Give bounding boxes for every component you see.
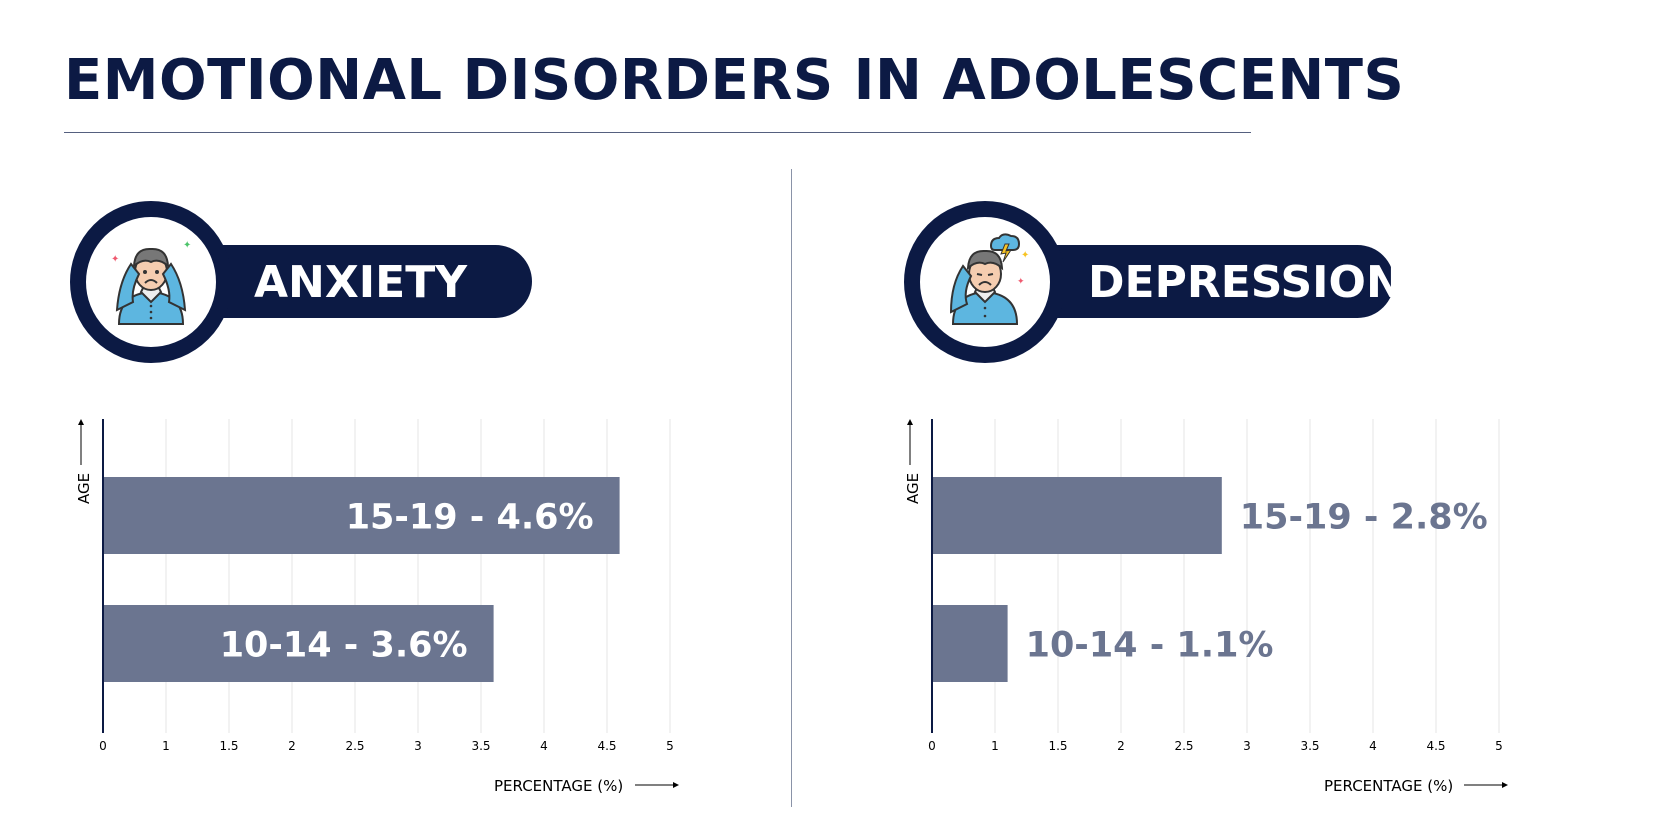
depressed-person-icon: ✦✦ <box>949 233 1029 325</box>
depression-icon-circle: ✦ ✦ <box>904 201 1066 363</box>
page-title: EMOTIONAL DISORDERS IN ADOLESCENTS <box>64 48 1405 113</box>
x-tick-label: 5 <box>1495 739 1503 753</box>
svg-text:✦: ✦ <box>1021 250 1029 261</box>
x-tick-label: 3.5 <box>471 739 490 753</box>
x-tick-label: 4.5 <box>597 739 616 753</box>
bar-data-label: 10-14 - 3.6% <box>220 626 468 666</box>
x-tick-label: 1 <box>162 739 170 753</box>
y-axis-label-0: AGE <box>75 472 93 504</box>
x-tick-label: 2 <box>1117 739 1125 753</box>
x-tick-label: 2.5 <box>345 739 364 753</box>
x-tick-label: 0 <box>928 739 936 753</box>
y-axis-arrowhead <box>907 419 913 425</box>
x-tick-label: 4 <box>1369 739 1377 753</box>
svg-text:✦: ✦ <box>1017 277 1025 287</box>
x-tick-label: 5 <box>666 739 674 753</box>
x-tick-label: 3.5 <box>1300 739 1319 753</box>
svg-text:✦: ✦ <box>111 254 119 265</box>
anxious-person-icon: ✦✦ <box>111 240 191 325</box>
depression-heading: DEPRESSION <box>1088 257 1403 308</box>
bar-10-14 <box>103 605 494 682</box>
x-axis-label-1: PERCENTAGE (%) <box>1324 777 1454 795</box>
bar-15-19 <box>103 477 620 554</box>
x-tick-label: 2.5 <box>1174 739 1193 753</box>
x-axis-arrowhead <box>673 782 679 788</box>
anxiety-heading: ANXIETY <box>254 257 468 308</box>
x-tick-label: 0 <box>99 739 107 753</box>
y-axis-arrowhead <box>78 419 84 425</box>
panel-divider <box>791 169 792 807</box>
bar-data-label: 10-14 - 1.1% <box>1026 626 1274 666</box>
title-underline <box>64 132 1251 133</box>
depression-badge: DEPRESSION ✦ ✦ <box>904 201 1404 363</box>
x-tick-label: 2 <box>288 739 296 753</box>
x-tick-label: 1.5 <box>219 739 238 753</box>
bar-data-label: 15-19 - 2.8% <box>1240 498 1488 538</box>
x-tick-label: 4 <box>540 739 548 753</box>
anxiety-badge: ANXIETY ✦ ✦ <box>70 201 534 363</box>
x-axis-arrowhead <box>1502 782 1508 788</box>
x-tick-label: 3 <box>414 739 422 753</box>
bar-15-19 <box>932 477 1222 554</box>
x-tick-label: 3 <box>1243 739 1251 753</box>
x-tick-label: 4.5 <box>1426 739 1445 753</box>
bar-data-label: 15-19 - 4.6% <box>346 498 594 538</box>
bar-10-14 <box>932 605 1008 682</box>
y-axis-label-1: AGE <box>904 472 922 504</box>
svg-text:✦: ✦ <box>183 240 191 251</box>
x-tick-label: 1.5 <box>1048 739 1067 753</box>
x-axis-label-0: PERCENTAGE (%) <box>494 777 624 795</box>
x-tick-label: 1 <box>991 739 999 753</box>
